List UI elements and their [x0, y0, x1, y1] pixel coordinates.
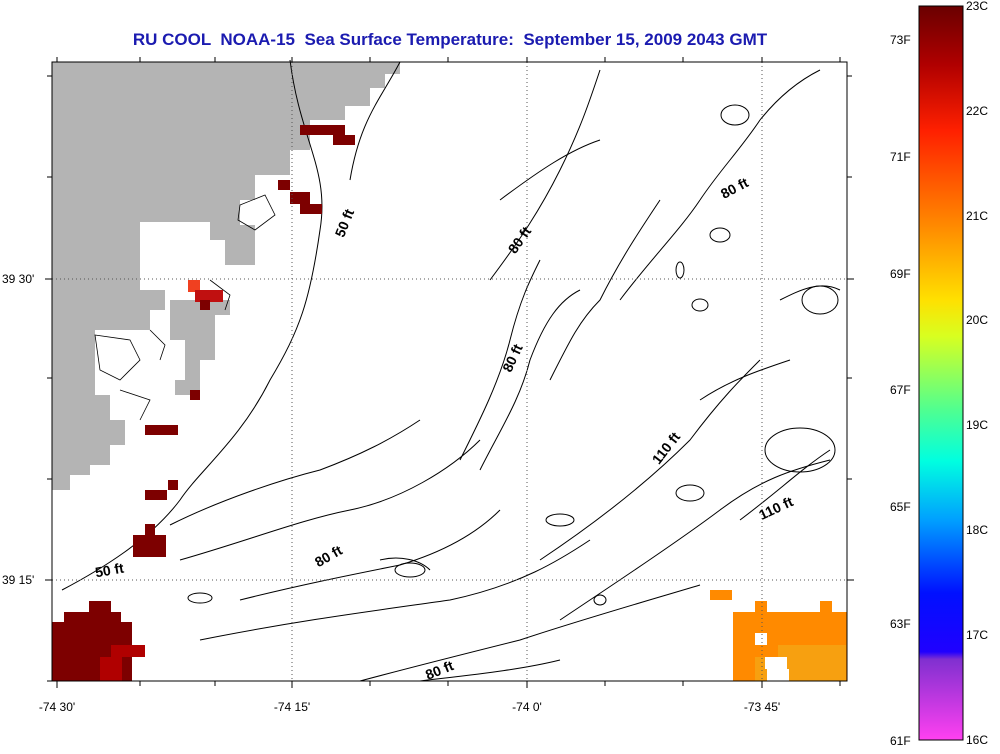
colorbar-label-f: 65F [890, 500, 911, 514]
lon-label: -74 0' [512, 700, 542, 714]
sst-pixels [52, 125, 847, 681]
map-title: RU COOL NOAA-15 Sea Surface Temperature:… [132, 30, 768, 49]
colorbar-label-c: 18C [966, 523, 989, 537]
colorbar-label-c: 20C [966, 313, 989, 327]
colorbar-label-f: 71F [890, 150, 911, 164]
contour-islands [187, 104, 839, 606]
colorbar-label-c: 17C [966, 628, 989, 642]
colorbar-label-f: 63F [890, 617, 911, 631]
land-mass [52, 62, 400, 490]
lat-label: 39 15' [2, 573, 35, 587]
colorbar-label-c: 16C [966, 733, 989, 747]
lon-label: -74 30' [38, 700, 76, 714]
colorbar [918, 5, 964, 741]
axis-ticks [45, 57, 854, 688]
lat-label: 39 30' [2, 272, 35, 286]
colorbar-label-f: 61F [890, 734, 911, 748]
colorbar-label-c: 23C [966, 0, 989, 13]
map-frame [51, 61, 848, 682]
colorbar-label-f: 73F [890, 33, 911, 47]
colorbar-label-c: 22C [966, 104, 989, 118]
colorbar-label-c: 19C [966, 418, 989, 432]
colorbar-label-f: 69F [890, 267, 911, 281]
lon-label: -74 15' [273, 700, 311, 714]
lon-label: -73 45' [743, 700, 781, 714]
grid-lines [52, 62, 847, 681]
colorbar-label-f: 67F [890, 383, 911, 397]
coastline-details [94, 194, 276, 421]
colorbar-label-c: 21C [966, 209, 989, 223]
